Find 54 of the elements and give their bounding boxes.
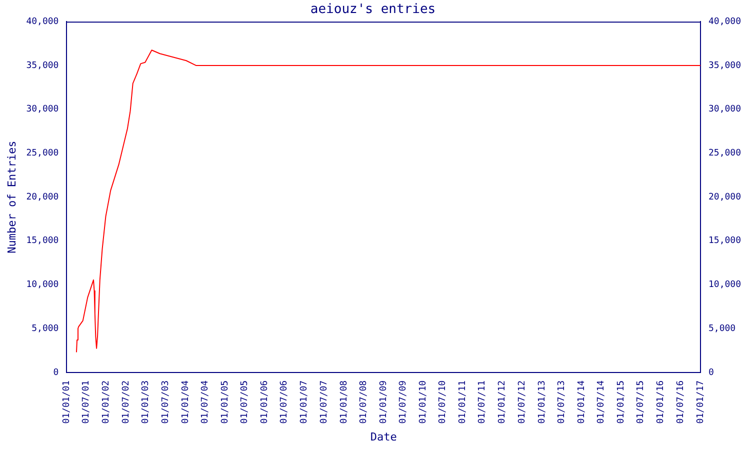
y2-tick-label: 10,000 bbox=[708, 280, 742, 290]
x-tick-label: 01/01/05 bbox=[220, 380, 230, 424]
y2-tick-label: 25,000 bbox=[708, 148, 742, 159]
x-tick-label: 01/07/15 bbox=[636, 380, 646, 424]
y2-tick-label: 35,000 bbox=[708, 60, 742, 71]
y2-tick-label: 20,000 bbox=[708, 192, 742, 202]
x-tick-label: 01/07/04 bbox=[200, 380, 211, 424]
x-tick-label: 01/01/17 bbox=[696, 380, 706, 424]
x-tick-label: 01/07/16 bbox=[676, 380, 686, 424]
x-tick-label: 01/07/11 bbox=[478, 380, 488, 424]
y-tick-label: 25,000 bbox=[26, 148, 59, 159]
x-tick-label: 01/01/08 bbox=[339, 380, 350, 424]
x-tick-label: 01/07/01 bbox=[82, 380, 92, 424]
y-tick-label: 0 bbox=[53, 368, 59, 378]
x-tick-label: 01/01/03 bbox=[141, 380, 152, 424]
x-tick-label: 01/07/07 bbox=[319, 380, 330, 424]
x-tick-label: 01/01/10 bbox=[418, 380, 429, 424]
y-tick-label: 30,000 bbox=[26, 104, 59, 115]
x-tick-label: 01/01/12 bbox=[498, 380, 508, 424]
x-tick-label: 01/07/12 bbox=[517, 380, 528, 424]
x-tick-label: 01/01/09 bbox=[378, 380, 389, 424]
y-tick-label: 20,000 bbox=[26, 192, 59, 202]
x-tick-label: 01/01/11 bbox=[458, 380, 468, 424]
x-tick-label: 01/07/10 bbox=[438, 380, 448, 424]
x-tick-label: 01/07/02 bbox=[121, 380, 132, 424]
x-tick-label: 01/07/14 bbox=[596, 380, 607, 424]
x-tick-label: 01/01/01 bbox=[62, 380, 72, 424]
y-tick-label: 10,000 bbox=[26, 280, 59, 290]
x-tick-label: 01/01/04 bbox=[180, 380, 191, 424]
x-tick-label: 01/01/07 bbox=[300, 380, 310, 424]
y2-tick-label: 30,000 bbox=[708, 104, 742, 115]
x-tick-label: 01/07/05 bbox=[240, 380, 250, 424]
chart-title: aeiouz's entries bbox=[310, 2, 436, 18]
x-tick-label: 01/01/06 bbox=[260, 380, 270, 424]
x-tick-label: 01/07/03 bbox=[160, 380, 171, 424]
y-axis-title: Number of Entries bbox=[5, 140, 18, 254]
x-tick-label: 01/07/08 bbox=[358, 380, 369, 424]
y-tick-label: 5,000 bbox=[32, 324, 59, 334]
y2-tick-label: 40,000 bbox=[708, 16, 742, 27]
x-tick-label: 01/01/16 bbox=[656, 380, 666, 424]
x-tick-label: 01/07/09 bbox=[398, 380, 409, 424]
y-tick-label: 40,000 bbox=[26, 16, 59, 27]
x-tick-label: 01/01/02 bbox=[102, 380, 112, 424]
y2-tick-label: 15,000 bbox=[708, 236, 742, 246]
x-axis-title: Date bbox=[370, 430, 397, 444]
x-tick-label: 01/01/14 bbox=[576, 380, 587, 424]
x-tick-label: 01/07/13 bbox=[557, 380, 568, 424]
y2-tick-label: 5,000 bbox=[708, 324, 736, 334]
x-tick-label: 01/01/13 bbox=[537, 380, 548, 424]
x-tick-label: 01/01/15 bbox=[616, 380, 627, 424]
x-tick-label: 01/07/06 bbox=[280, 380, 290, 424]
y2-tick-label: 0 bbox=[708, 368, 714, 378]
y-tick-label: 35,000 bbox=[26, 60, 59, 71]
y-tick-label: 15,000 bbox=[26, 236, 59, 246]
